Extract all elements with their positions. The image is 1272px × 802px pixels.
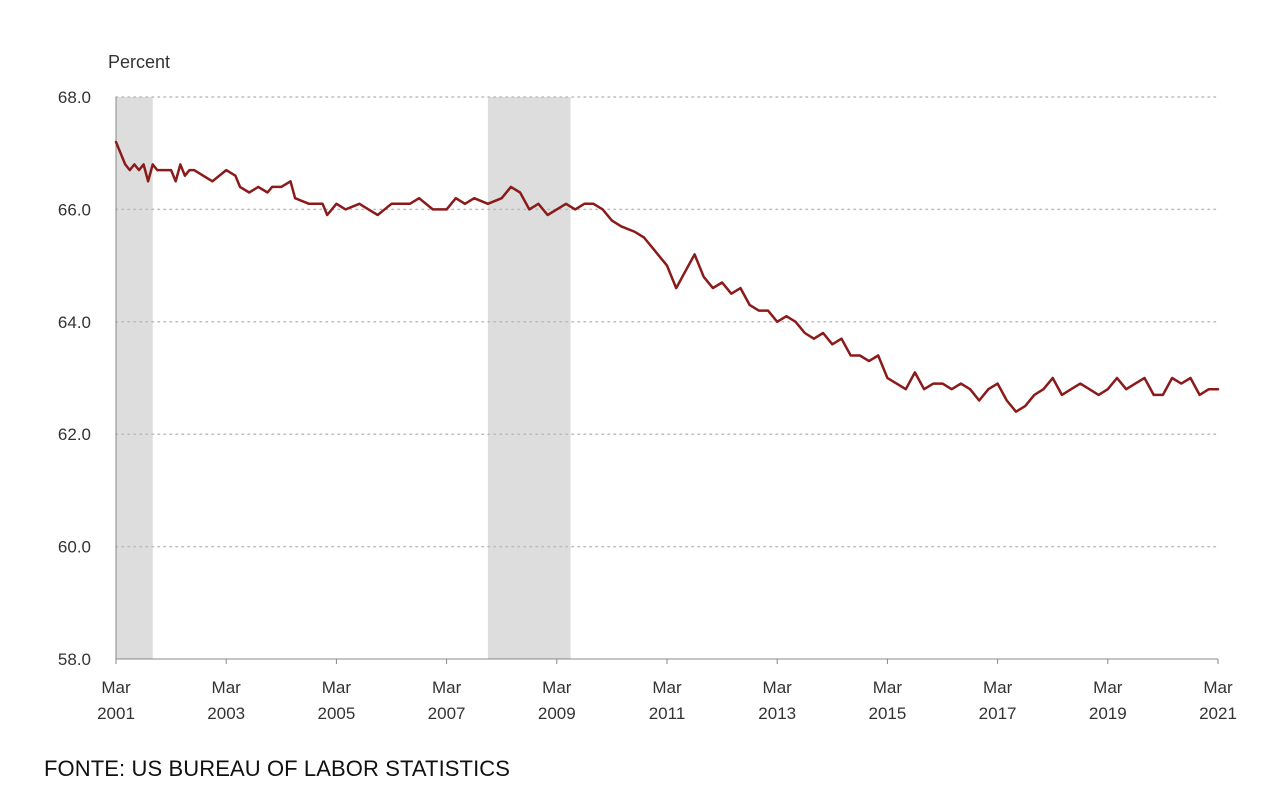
x-tick-label-year: 2007 bbox=[428, 704, 466, 723]
x-tick-label-month: Mar bbox=[212, 678, 242, 697]
x-tick-label-month: Mar bbox=[983, 678, 1013, 697]
x-tick-label-month: Mar bbox=[1093, 678, 1123, 697]
shaded-period-1 bbox=[116, 97, 153, 659]
series-line-1 bbox=[114, 140, 1220, 413]
y-tick-label: 60.0 bbox=[58, 538, 91, 557]
shaded-period-2 bbox=[487, 97, 571, 659]
y-tick-labels: 68.0 66.0 64.0 62.0 60.0 58.0 bbox=[58, 88, 91, 669]
x-tick-label-month: Mar bbox=[322, 678, 352, 697]
x-tick-label-month: Mar bbox=[873, 678, 903, 697]
y-axis-label: Percent bbox=[108, 52, 170, 72]
line-chart: Percent 68.0 66.0 64.0 62.0 60.0 58.0 Mar 2001… bbox=[58, 52, 1237, 723]
x-tick-label-year: 2013 bbox=[758, 704, 796, 723]
y-tick-label: 64.0 bbox=[58, 313, 91, 332]
y-tick-label: 58.0 bbox=[58, 650, 91, 669]
x-tick-label-year: 2017 bbox=[979, 704, 1017, 723]
x-tick-label-year: 2001 bbox=[97, 704, 135, 723]
x-tick-label-year: 2015 bbox=[868, 704, 906, 723]
y-tick-label: 68.0 bbox=[58, 88, 91, 107]
chart-area: Percent 68.0 66.0 64.0 62.0 60.0 58.0 Mar 2001… bbox=[58, 52, 1237, 723]
y-tick-label: 62.0 bbox=[58, 425, 91, 444]
x-tick-label-month: Mar bbox=[542, 678, 572, 697]
grid-lines bbox=[115, 96, 1219, 548]
x-tick-label-month: Mar bbox=[1203, 678, 1233, 697]
x-tick-labels: Mar 2001 Mar 2003 Mar 2005 Mar 2007 Mar 2009 Mar 20… bbox=[97, 659, 1237, 723]
x-tick-label-year: 2021 bbox=[1199, 704, 1237, 723]
shaded-periods bbox=[116, 97, 571, 659]
x-tick-label-year: 2003 bbox=[207, 704, 245, 723]
x-tick-label-month: Mar bbox=[652, 678, 682, 697]
x-tick-label-month: Mar bbox=[763, 678, 793, 697]
x-tick-label-year: 2009 bbox=[538, 704, 576, 723]
series-layer bbox=[114, 140, 1220, 413]
x-tick-label-year: 2019 bbox=[1089, 704, 1127, 723]
x-tick-label-year: 2005 bbox=[317, 704, 355, 723]
y-tick-label: 66.0 bbox=[58, 200, 91, 219]
source-note: FONTE: US BUREAU OF LABOR STATISTICS bbox=[44, 756, 511, 781]
x-tick-label-month: Mar bbox=[101, 678, 131, 697]
x-tick-label-month: Mar bbox=[432, 678, 462, 697]
x-tick-label-year: 2011 bbox=[649, 704, 686, 723]
